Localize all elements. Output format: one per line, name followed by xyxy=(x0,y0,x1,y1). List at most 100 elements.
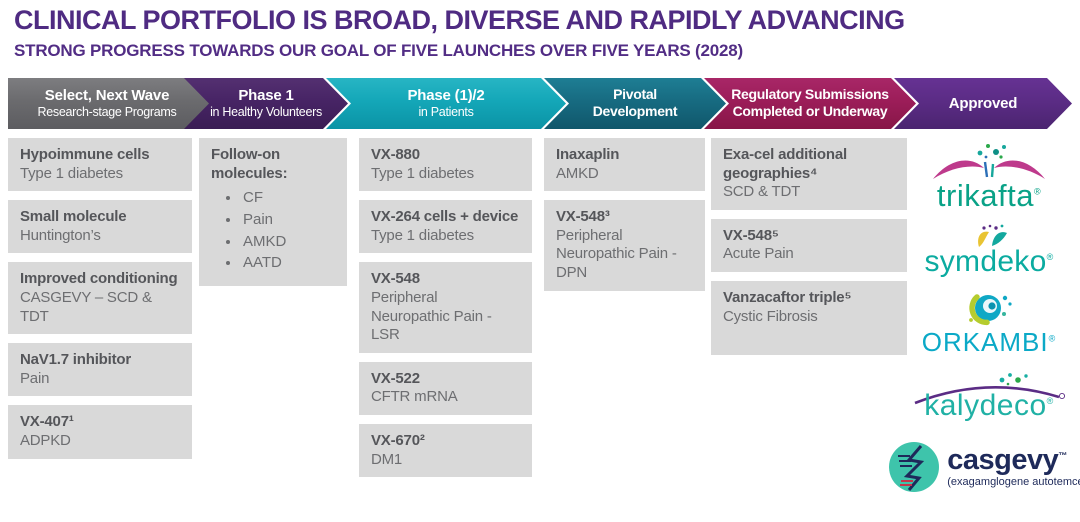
kalydeco-logo: kalydeco® xyxy=(909,371,1069,421)
program-card: Exa-cel additional geographies⁴ SCD & TD… xyxy=(711,138,907,210)
program-card: VX-548 Peripheral Neuropathic Pain - LSR xyxy=(359,262,532,353)
header: CLINICAL PORTFOLIO IS BROAD, DIVERSE AND… xyxy=(14,5,1064,61)
casgevy-dna-icon xyxy=(889,442,940,492)
program-title: NaV1.7 inhibitor xyxy=(20,351,131,369)
phase-subtitle: Development xyxy=(592,103,678,120)
follow-on-list: CF Pain AMKD AATD xyxy=(211,187,335,274)
program-indication: SCD & TDT xyxy=(723,183,801,201)
program-title: VX-880 xyxy=(371,146,420,163)
program-card-follow-on: Follow-on molecules: CF Pain AMKD AATD xyxy=(199,138,347,287)
phase-arrow-pivotal-development: Pivotal Development xyxy=(544,78,726,129)
program-title: VX-264 cells + device xyxy=(371,208,519,226)
follow-on-item: Pain xyxy=(241,209,335,231)
casgevy-text-block: casgevy™ (exagamglogene autotemcel) xyxy=(947,446,1080,489)
phase-subtitle: in Healthy Volunteers xyxy=(210,104,322,119)
page-subtitle: STRONG PROGRESS TOWARDS OUR GOAL OF FIVE… xyxy=(14,40,743,60)
program-title: Improved conditioning xyxy=(20,270,178,288)
casgevy-generic-name: (exagamglogene autotemcel) xyxy=(947,476,1080,488)
program-indication: Huntington’s xyxy=(20,226,101,244)
product-name: casgevy xyxy=(947,444,1059,476)
column-select-next-wave: Hypoimmune cells Type 1 diabetes Small m… xyxy=(8,138,192,459)
follow-on-item: CF xyxy=(241,187,335,209)
program-indication: Type 1 diabetes xyxy=(371,164,474,182)
product-name: symdeko xyxy=(924,245,1047,278)
registered-mark: ® xyxy=(1046,396,1054,406)
program-indication: Peripheral Neuropathic Pain - DPN xyxy=(556,226,677,281)
column-regulatory-submissions: Exa-cel additional geographies⁴ SCD & TD… xyxy=(711,138,907,355)
phase-arrow-approved: Approved xyxy=(894,78,1072,129)
program-title: VX-548⁵ xyxy=(723,226,779,244)
program-indication: CASGEVY – SCD & TDT xyxy=(20,288,152,325)
program-title: Hypoimmune cells xyxy=(20,146,150,163)
column-pivotal-development: Inaxaplin AMKD VX-548³ Peripheral Neurop… xyxy=(544,138,705,291)
program-title: VX-670² xyxy=(371,431,425,449)
page-title: CLINICAL PORTFOLIO IS BROAD, DIVERSE AND… xyxy=(14,5,905,35)
symdeko-wordmark: symdeko® xyxy=(924,247,1053,277)
program-card: VX-548³ Peripheral Neuropathic Pain - DP… xyxy=(544,200,705,291)
program-title: Vanzacaftor triple⁵ xyxy=(723,288,852,306)
program-card: Vanzacaftor triple⁵ Cystic Fibrosis xyxy=(711,280,907,355)
phase-title: Phase (1)/2 xyxy=(407,86,485,104)
trademark-mark: ™ xyxy=(1058,450,1067,461)
symdeko-logo: symdeko® xyxy=(924,223,1053,277)
registered-mark: ® xyxy=(1033,186,1042,197)
program-title: VX-548 xyxy=(371,270,420,288)
program-card: VX-407¹ ADPKD xyxy=(8,405,192,459)
program-indication: DM1 xyxy=(371,450,403,468)
program-title: VX-407¹ xyxy=(20,413,74,431)
program-title: Follow-on molecules: xyxy=(211,146,288,182)
symdeko-wings-icon xyxy=(978,224,1007,247)
program-indication: Cystic Fibrosis xyxy=(723,307,818,325)
program-title: VX-548³ xyxy=(556,208,610,226)
trikafta-logo: trikafta® xyxy=(929,140,1049,211)
trikafta-burst-icon xyxy=(933,144,1045,179)
phase-arrow-regulatory-submissions: Regulatory Submissions Completed or Unde… xyxy=(704,78,916,129)
trikafta-wordmark: trikafta® xyxy=(937,180,1041,211)
orkambi-wordmark: ORKAMBI® xyxy=(922,329,1057,355)
product-name: trikafta xyxy=(936,178,1034,213)
orkambi-swirl-icon xyxy=(969,294,1012,326)
program-card: VX-548⁵ Acute Pain xyxy=(711,218,907,272)
phase-subtitle: in Patients xyxy=(418,104,474,119)
kalydeco-wordmark: kalydeco® xyxy=(924,391,1054,421)
program-card: VX-670² DM1 xyxy=(359,423,532,478)
program-card: VX-880 Type 1 diabetes xyxy=(359,138,532,192)
phase-title: Select, Next Wave xyxy=(44,86,170,104)
program-indication: ADPKD xyxy=(20,431,71,449)
program-indication: Acute Pain xyxy=(723,245,794,263)
program-card: Small molecule Huntington’s xyxy=(8,200,192,254)
program-indication: Peripheral Neuropathic Pain - LSR xyxy=(371,288,492,344)
follow-on-item: AATD xyxy=(241,252,335,274)
phase-title: Approved xyxy=(948,94,1018,112)
phase-subtitle: Research-stage Programs xyxy=(37,104,177,119)
casgevy-wordmark: casgevy™ xyxy=(947,446,1067,475)
casgevy-logo: casgevy™ (exagamglogene autotemcel) xyxy=(888,441,1080,493)
program-title: Inaxaplin xyxy=(556,146,620,163)
program-card: Hypoimmune cells Type 1 diabetes xyxy=(8,138,192,192)
program-card: Improved conditioning CASGEVY – SCD & TD… xyxy=(8,262,192,335)
program-card: Inaxaplin AMKD xyxy=(544,138,705,192)
column-phase-1: Follow-on molecules: CF Pain AMKD AATD xyxy=(199,138,347,287)
registered-mark: ® xyxy=(1048,333,1057,344)
product-name: ORKAMBI xyxy=(921,327,1049,357)
registered-mark: ® xyxy=(1046,252,1054,262)
program-title: Exa-cel additional geographies⁴ xyxy=(723,146,847,182)
program-title: VX-522 xyxy=(371,369,420,387)
phase-title: Pivotal xyxy=(613,86,657,103)
program-title: Small molecule xyxy=(20,208,127,226)
program-indication: CFTR mRNA xyxy=(371,388,458,406)
program-indication: Type 1 diabetes xyxy=(20,164,123,182)
kalydeco-arc-icon xyxy=(914,373,1066,405)
phase-arrow-phase-1: Phase 1 in Healthy Volunteers xyxy=(184,78,348,129)
phase-title: Phase 1 xyxy=(238,86,294,104)
phase-arrow-phase-1-2: Phase (1)/2 in Patients xyxy=(326,78,566,129)
orkambi-logo: ORKAMBI® xyxy=(922,287,1057,355)
product-name: kalydeco xyxy=(924,389,1047,422)
program-card: VX-264 cells + device Type 1 diabetes xyxy=(359,200,532,254)
program-indication: AMKD xyxy=(556,164,599,182)
phase-title: Regulatory Submissions xyxy=(731,86,889,103)
column-approved-products: trikafta® symdeko® xyxy=(889,138,1080,493)
program-card: VX-522 CFTR mRNA xyxy=(359,361,532,415)
column-phase-1-2: VX-880 Type 1 diabetes VX-264 cells + de… xyxy=(359,138,532,478)
